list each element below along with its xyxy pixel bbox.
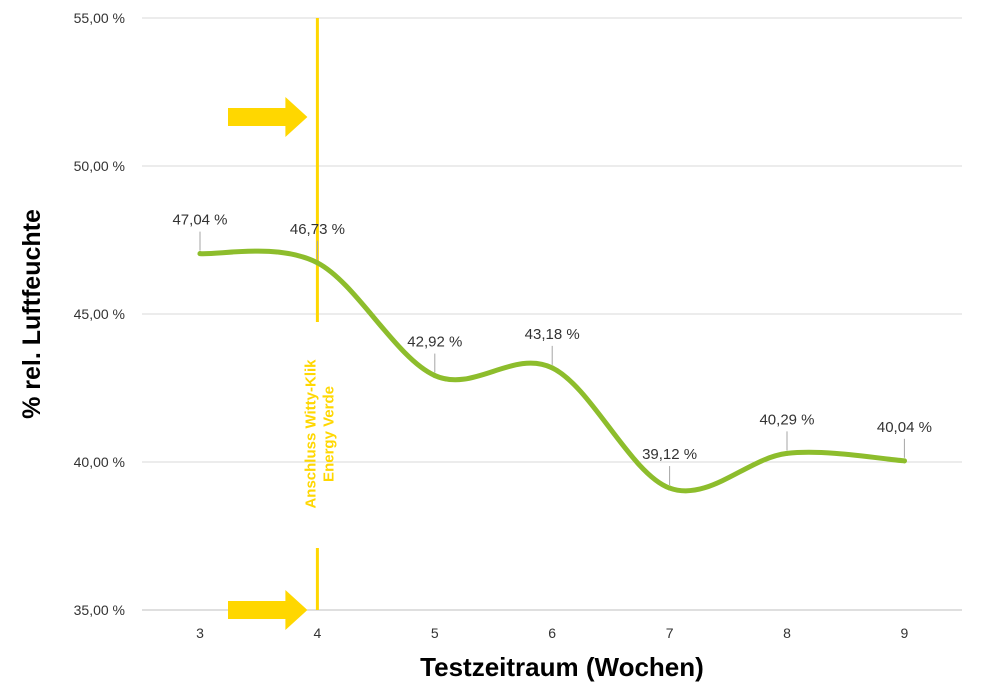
y-axis-ticks: 35,00 % 40,00 % 45,00 % 50,00 % 55,00 % [74,10,125,618]
x-axis-title: Testzeitraum (Wochen) [420,652,704,682]
x-tick-label: 6 [548,625,556,641]
x-tick-label: 7 [666,625,674,641]
data-label: 40,04 % [877,419,932,436]
arrow-right-icon [228,590,308,630]
x-tick-label: 8 [783,625,791,641]
x-tick-label: 9 [901,625,909,641]
y-tick-label: 40,00 % [74,454,125,470]
connection-marker: Anschluss Witty-Klik Energy Verde [228,18,337,630]
marker-label-line2: Energy Verde [320,386,337,482]
y-tick-label: 55,00 % [74,10,125,26]
data-label: 43,18 % [525,326,580,343]
x-tick-label: 3 [196,625,204,641]
marker-label: Anschluss Witty-Klik Energy Verde [302,359,337,509]
y-tick-label: 50,00 % [74,158,125,174]
data-label: 46,73 % [290,221,345,238]
data-point [667,485,673,491]
y-tick-label: 45,00 % [74,306,125,322]
data-point [432,373,438,379]
x-axis-ticks: 3 4 5 6 7 8 9 [196,625,908,641]
data-point [901,458,907,464]
data-labels: 47,04 % 46,73 % 42,92 % 43,18 % 39,12 % 40,29… [172,212,932,486]
data-point [549,365,555,371]
data-label: 40,29 % [759,411,814,428]
series-group [197,248,907,494]
data-label: 39,12 % [642,446,697,463]
data-label: 42,92 % [407,334,462,351]
y-tick-label: 35,00 % [74,602,125,618]
x-tick-label: 5 [431,625,439,641]
data-label: 47,04 % [172,212,227,229]
marker-label-line1: Anschluss Witty-Klik [302,359,319,509]
data-point [197,251,203,257]
y-axis-title: % rel. Luftfeuchte [18,209,46,419]
gridlines [142,17,962,611]
x-tick-label: 4 [314,625,322,641]
arrow-right-icon [228,97,308,137]
data-point [314,260,320,266]
data-point [784,450,790,456]
